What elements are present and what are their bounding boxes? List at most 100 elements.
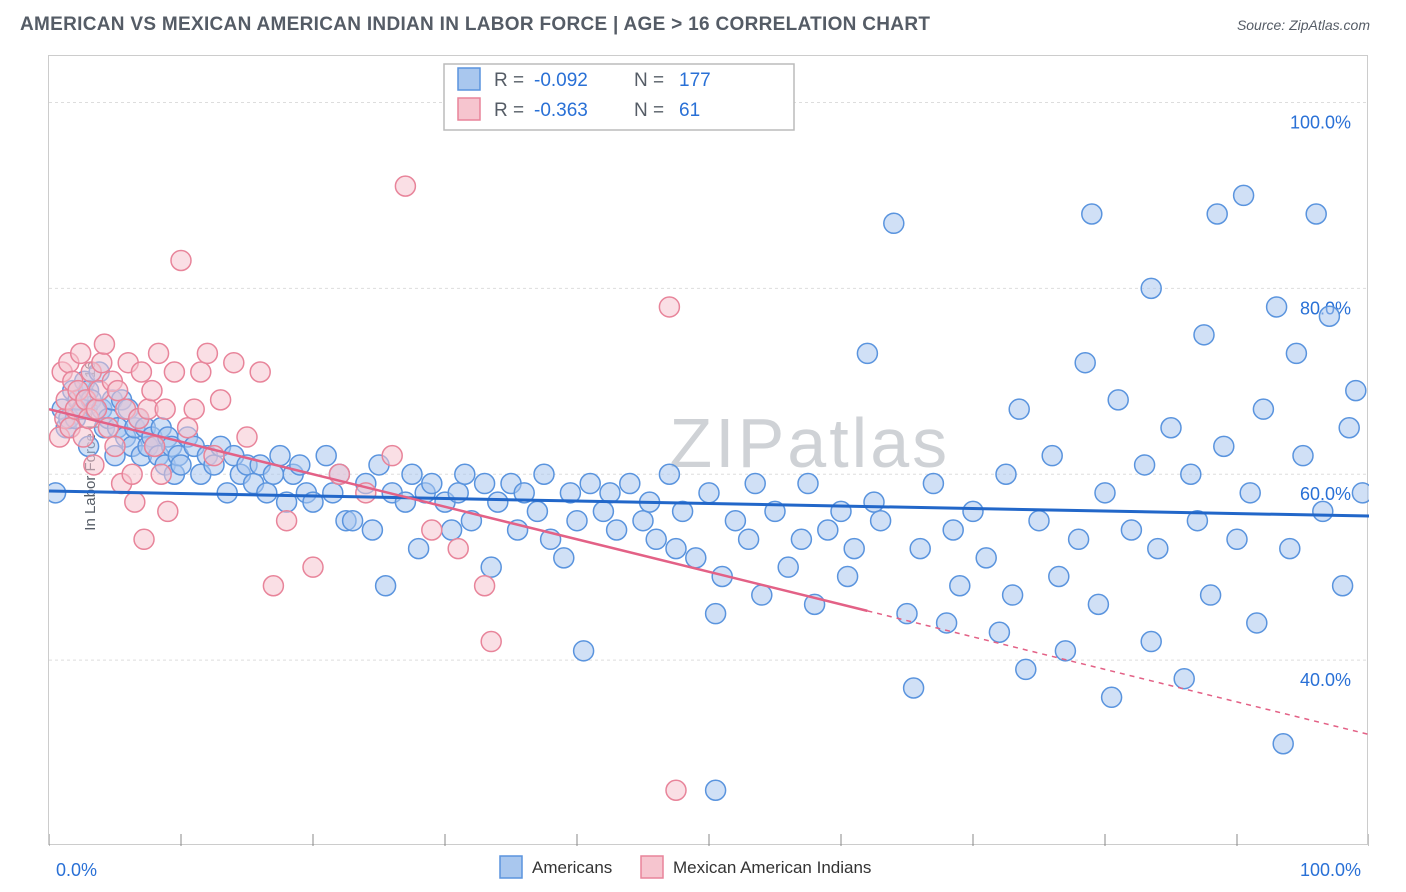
y-tick-label: 40.0% — [1300, 670, 1351, 690]
data-point-mexican — [92, 353, 112, 373]
data-point-americans — [1267, 297, 1287, 317]
data-point-americans — [798, 474, 818, 494]
legend-swatch-americans — [500, 856, 522, 878]
data-point-mexican — [158, 501, 178, 521]
data-point-americans — [475, 474, 495, 494]
data-point-americans — [1075, 353, 1095, 373]
stats-r-value-mexican: -0.363 — [534, 100, 588, 121]
data-point-mexican — [481, 632, 501, 652]
data-point-americans — [1227, 529, 1247, 549]
data-point-mexican — [191, 362, 211, 382]
data-point-mexican — [277, 511, 297, 531]
legend-label-mexican: Mexican American Indians — [673, 858, 871, 877]
data-point-americans — [527, 501, 547, 521]
x-axis-max-label: 100.0% — [1300, 860, 1361, 880]
data-point-americans — [1161, 418, 1181, 438]
data-point-americans — [904, 678, 924, 698]
data-point-mexican — [94, 334, 114, 354]
data-point-mexican — [250, 362, 270, 382]
data-point-americans — [1346, 381, 1366, 401]
stats-swatch-mexican — [458, 98, 480, 120]
data-point-americans — [1286, 343, 1306, 363]
data-point-americans — [316, 446, 336, 466]
data-point-americans — [963, 501, 983, 521]
data-point-mexican — [224, 353, 244, 373]
data-point-americans — [686, 548, 706, 568]
scatter-chart: 40.0%60.0%80.0%100.0%ZIPatlasR =-0.092N … — [49, 56, 1369, 846]
data-point-mexican — [155, 399, 175, 419]
data-point-mexican — [105, 436, 125, 456]
data-point-americans — [1194, 325, 1214, 345]
stats-r-value-americans: -0.092 — [534, 70, 588, 91]
data-point-americans — [996, 464, 1016, 484]
data-point-americans — [409, 539, 429, 559]
data-point-americans — [864, 492, 884, 512]
data-point-americans — [778, 557, 798, 577]
data-point-americans — [745, 474, 765, 494]
data-point-americans — [1003, 585, 1023, 605]
data-point-mexican — [145, 436, 165, 456]
data-point-americans — [943, 520, 963, 540]
x-axis-min-label: 0.0% — [56, 860, 97, 880]
source-name: ZipAtlas.com — [1289, 17, 1370, 33]
data-point-americans — [1234, 185, 1254, 205]
data-point-americans — [257, 483, 277, 503]
data-point-mexican — [263, 576, 283, 596]
data-point-americans — [488, 492, 508, 512]
data-point-americans — [362, 520, 382, 540]
data-point-mexican — [211, 390, 231, 410]
stats-n-value-mexican: 61 — [679, 100, 700, 121]
data-point-mexican — [422, 520, 442, 540]
data-point-americans — [1333, 576, 1353, 596]
data-point-mexican — [171, 250, 191, 270]
data-point-mexican — [382, 446, 402, 466]
data-point-americans — [574, 641, 594, 661]
data-point-americans — [752, 585, 772, 605]
data-point-americans — [1280, 539, 1300, 559]
data-point-americans — [343, 511, 363, 531]
data-point-americans — [1319, 306, 1339, 326]
data-point-americans — [659, 464, 679, 484]
data-point-americans — [1055, 641, 1075, 661]
legend-swatch-mexican — [641, 856, 663, 878]
data-point-americans — [607, 520, 627, 540]
data-point-americans — [857, 343, 877, 363]
data-point-mexican — [142, 381, 162, 401]
data-point-americans — [554, 548, 574, 568]
data-point-americans — [818, 520, 838, 540]
data-point-mexican — [666, 780, 686, 800]
data-point-americans — [976, 548, 996, 568]
data-point-mexican — [164, 362, 184, 382]
data-point-americans — [739, 529, 759, 549]
data-point-americans — [699, 483, 719, 503]
data-point-mexican — [108, 381, 128, 401]
data-point-mexican — [98, 418, 118, 438]
chart-title: AMERICAN VS MEXICAN AMERICAN INDIAN IN L… — [20, 14, 930, 36]
data-point-americans — [1082, 204, 1102, 224]
data-point-americans — [844, 539, 864, 559]
data-point-mexican — [395, 176, 415, 196]
data-point-americans — [923, 474, 943, 494]
data-point-americans — [1069, 529, 1089, 549]
data-point-americans — [1121, 520, 1141, 540]
data-point-americans — [884, 213, 904, 233]
chart-container: 40.0%60.0%80.0%100.0%ZIPatlasR =-0.092N … — [48, 55, 1368, 845]
data-point-mexican — [151, 464, 171, 484]
data-point-americans — [620, 474, 640, 494]
data-point-americans — [481, 557, 501, 577]
data-point-mexican — [131, 362, 151, 382]
data-point-americans — [1141, 278, 1161, 298]
data-point-americans — [580, 474, 600, 494]
data-point-americans — [455, 464, 475, 484]
data-point-americans — [1049, 566, 1069, 586]
data-point-americans — [1135, 455, 1155, 475]
data-point-mexican — [125, 492, 145, 512]
data-point-americans — [706, 780, 726, 800]
data-point-mexican — [84, 455, 104, 475]
data-point-americans — [1207, 204, 1227, 224]
data-point-americans — [910, 539, 930, 559]
data-point-americans — [1181, 464, 1201, 484]
data-point-americans — [376, 576, 396, 596]
data-point-americans — [646, 529, 666, 549]
stats-n-label: N = — [634, 100, 664, 121]
